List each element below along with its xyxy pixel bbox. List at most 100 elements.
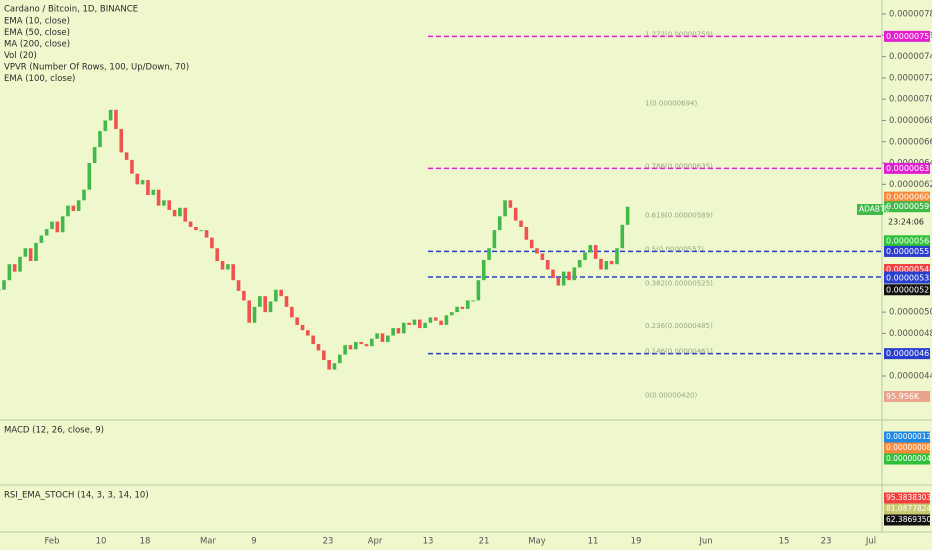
candle-body xyxy=(183,207,188,222)
candle-body xyxy=(327,360,331,370)
candle-body xyxy=(290,306,294,318)
candle-body xyxy=(242,290,246,301)
fib-label: 0.786(0.00000635) xyxy=(645,162,713,170)
candle-body xyxy=(433,317,438,321)
candle-body xyxy=(604,261,609,270)
candle-body xyxy=(306,330,310,336)
pane-tag xyxy=(884,442,930,454)
price-tag-label: 0.00000608 xyxy=(886,193,932,202)
candle-body xyxy=(561,271,566,286)
candle-body xyxy=(268,301,273,313)
pane-tag-label: 95.38383037 xyxy=(886,493,932,502)
candle-body xyxy=(599,258,603,270)
candle-body xyxy=(588,245,593,253)
candle-body xyxy=(76,200,81,211)
candle-body xyxy=(252,306,257,323)
candle-body xyxy=(524,226,529,240)
price-tag-label: 0.00000532 xyxy=(886,274,932,283)
candle-body xyxy=(359,341,363,345)
candle-body xyxy=(34,242,38,262)
candle-body xyxy=(609,261,614,265)
y-tick-label: 0.00000660 xyxy=(889,137,932,147)
indicator-label: Vol (20) xyxy=(4,51,37,61)
price-tag-label: 0.00000540 xyxy=(886,265,932,274)
y-tick-label: 0.00000480 xyxy=(889,329,932,339)
price-tag xyxy=(884,348,930,360)
candle-body xyxy=(625,206,630,225)
pane-tag-label: 0.00000012 xyxy=(886,432,932,441)
candle-body xyxy=(492,230,497,249)
price-tag xyxy=(884,245,930,257)
candle-body xyxy=(82,189,86,201)
candle-body xyxy=(172,209,177,217)
candle-body xyxy=(274,289,278,302)
candle-body xyxy=(476,280,481,301)
x-tick-label: May xyxy=(528,537,546,547)
candle-body xyxy=(44,229,49,236)
volume-label: 95.956K xyxy=(886,392,920,401)
candle-body xyxy=(519,220,523,227)
candle-body xyxy=(375,333,379,339)
candle-body xyxy=(348,345,353,350)
candle-body xyxy=(508,200,513,208)
x-tick-label: Apr xyxy=(368,537,383,547)
candle-body xyxy=(263,296,267,313)
x-tick-label: 23 xyxy=(821,537,832,547)
candle-body xyxy=(71,205,76,211)
candle-body xyxy=(284,296,289,307)
pane-tag-label: 62.38693507 xyxy=(886,515,932,524)
symbol-tag xyxy=(857,204,883,215)
pane-tag-label: 0.00000004 xyxy=(886,454,932,463)
x-tick-label: 10 xyxy=(96,537,107,547)
candle-body xyxy=(236,280,241,291)
candle-body xyxy=(279,289,283,297)
candle-body xyxy=(98,131,102,148)
candle-body xyxy=(50,221,54,230)
pane-tag xyxy=(884,492,930,504)
candle-body xyxy=(210,237,214,249)
candle-body xyxy=(428,317,433,323)
pane-tag xyxy=(884,431,930,443)
candle-body xyxy=(567,271,571,281)
pane-tag-label: 81.08778248 xyxy=(886,504,932,513)
candle-body xyxy=(620,224,625,249)
fib-label: 0(0.00000420) xyxy=(645,391,697,399)
candle-body xyxy=(540,253,545,260)
fib-label: 0.146(0.00000461) xyxy=(645,348,713,356)
candle-body xyxy=(156,189,161,206)
x-tick-label: 9 xyxy=(251,537,256,547)
candle-body xyxy=(551,269,555,279)
y-tick-label: 0.00000700 xyxy=(889,95,932,105)
candle-body xyxy=(103,120,108,132)
x-tick-label: Mar xyxy=(200,537,217,547)
fib-label: 1(0.00000694) xyxy=(645,100,697,108)
y-tick-label: 0.00000440 xyxy=(889,372,932,382)
y-tick-label: 0.00000780 xyxy=(889,10,932,20)
x-tick-label: Jul xyxy=(865,537,876,547)
indicator-label: EMA (50, close) xyxy=(4,28,70,38)
candle-body xyxy=(572,267,577,281)
volume-tag xyxy=(884,391,930,402)
layers: EMA (10, close)EMA (50, close) MA (200, c… xyxy=(0,10,932,547)
candle-body xyxy=(178,207,182,217)
candle-body xyxy=(338,354,342,364)
chart-title: Cardano / Bitcoin, 1D, BINANCE xyxy=(4,5,138,15)
price-tag xyxy=(884,235,930,247)
price-tag xyxy=(884,30,930,42)
candle-body xyxy=(396,328,401,334)
candle-body xyxy=(39,235,44,243)
candle-body xyxy=(204,230,209,238)
candle-body xyxy=(391,328,395,336)
candle-body xyxy=(23,248,28,257)
x-tick-label: 23 xyxy=(323,537,334,547)
candle-body xyxy=(7,264,12,281)
candle-body xyxy=(28,248,33,262)
candle-body xyxy=(460,306,465,309)
candle-body xyxy=(417,319,422,329)
candle-body xyxy=(60,216,65,233)
fib-label: 0.236(0.00000485) xyxy=(645,322,713,330)
price-tag-label: 0.00000567 xyxy=(886,236,932,245)
candle-body xyxy=(593,245,598,259)
